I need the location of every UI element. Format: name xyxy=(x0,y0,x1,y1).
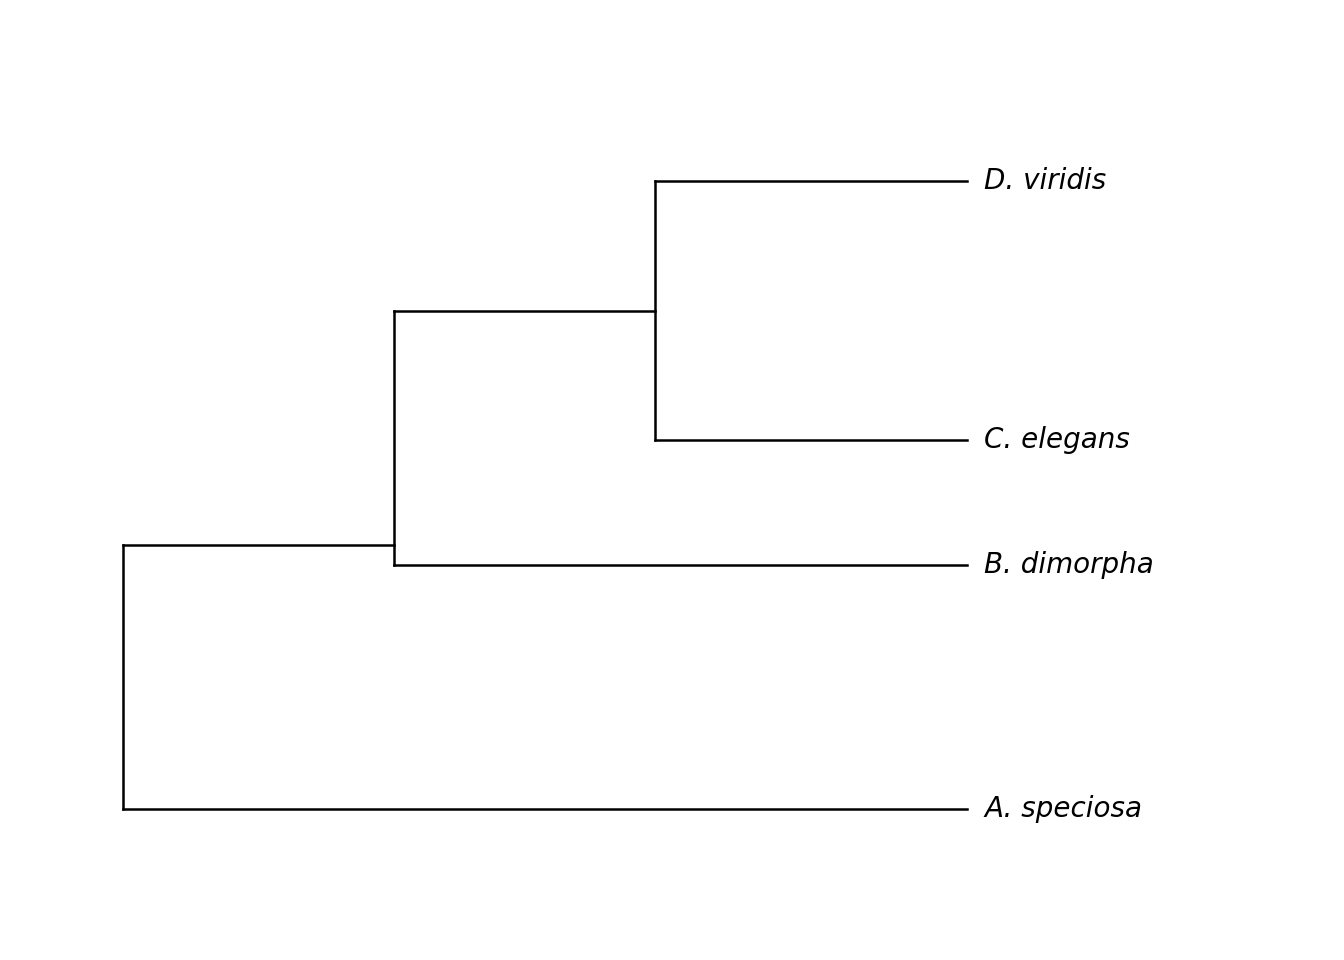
Text: A. speciosa: A. speciosa xyxy=(984,795,1142,823)
Text: B. dimorpha: B. dimorpha xyxy=(984,551,1154,579)
Text: D. viridis: D. viridis xyxy=(984,167,1106,195)
Text: C. elegans: C. elegans xyxy=(984,426,1130,454)
